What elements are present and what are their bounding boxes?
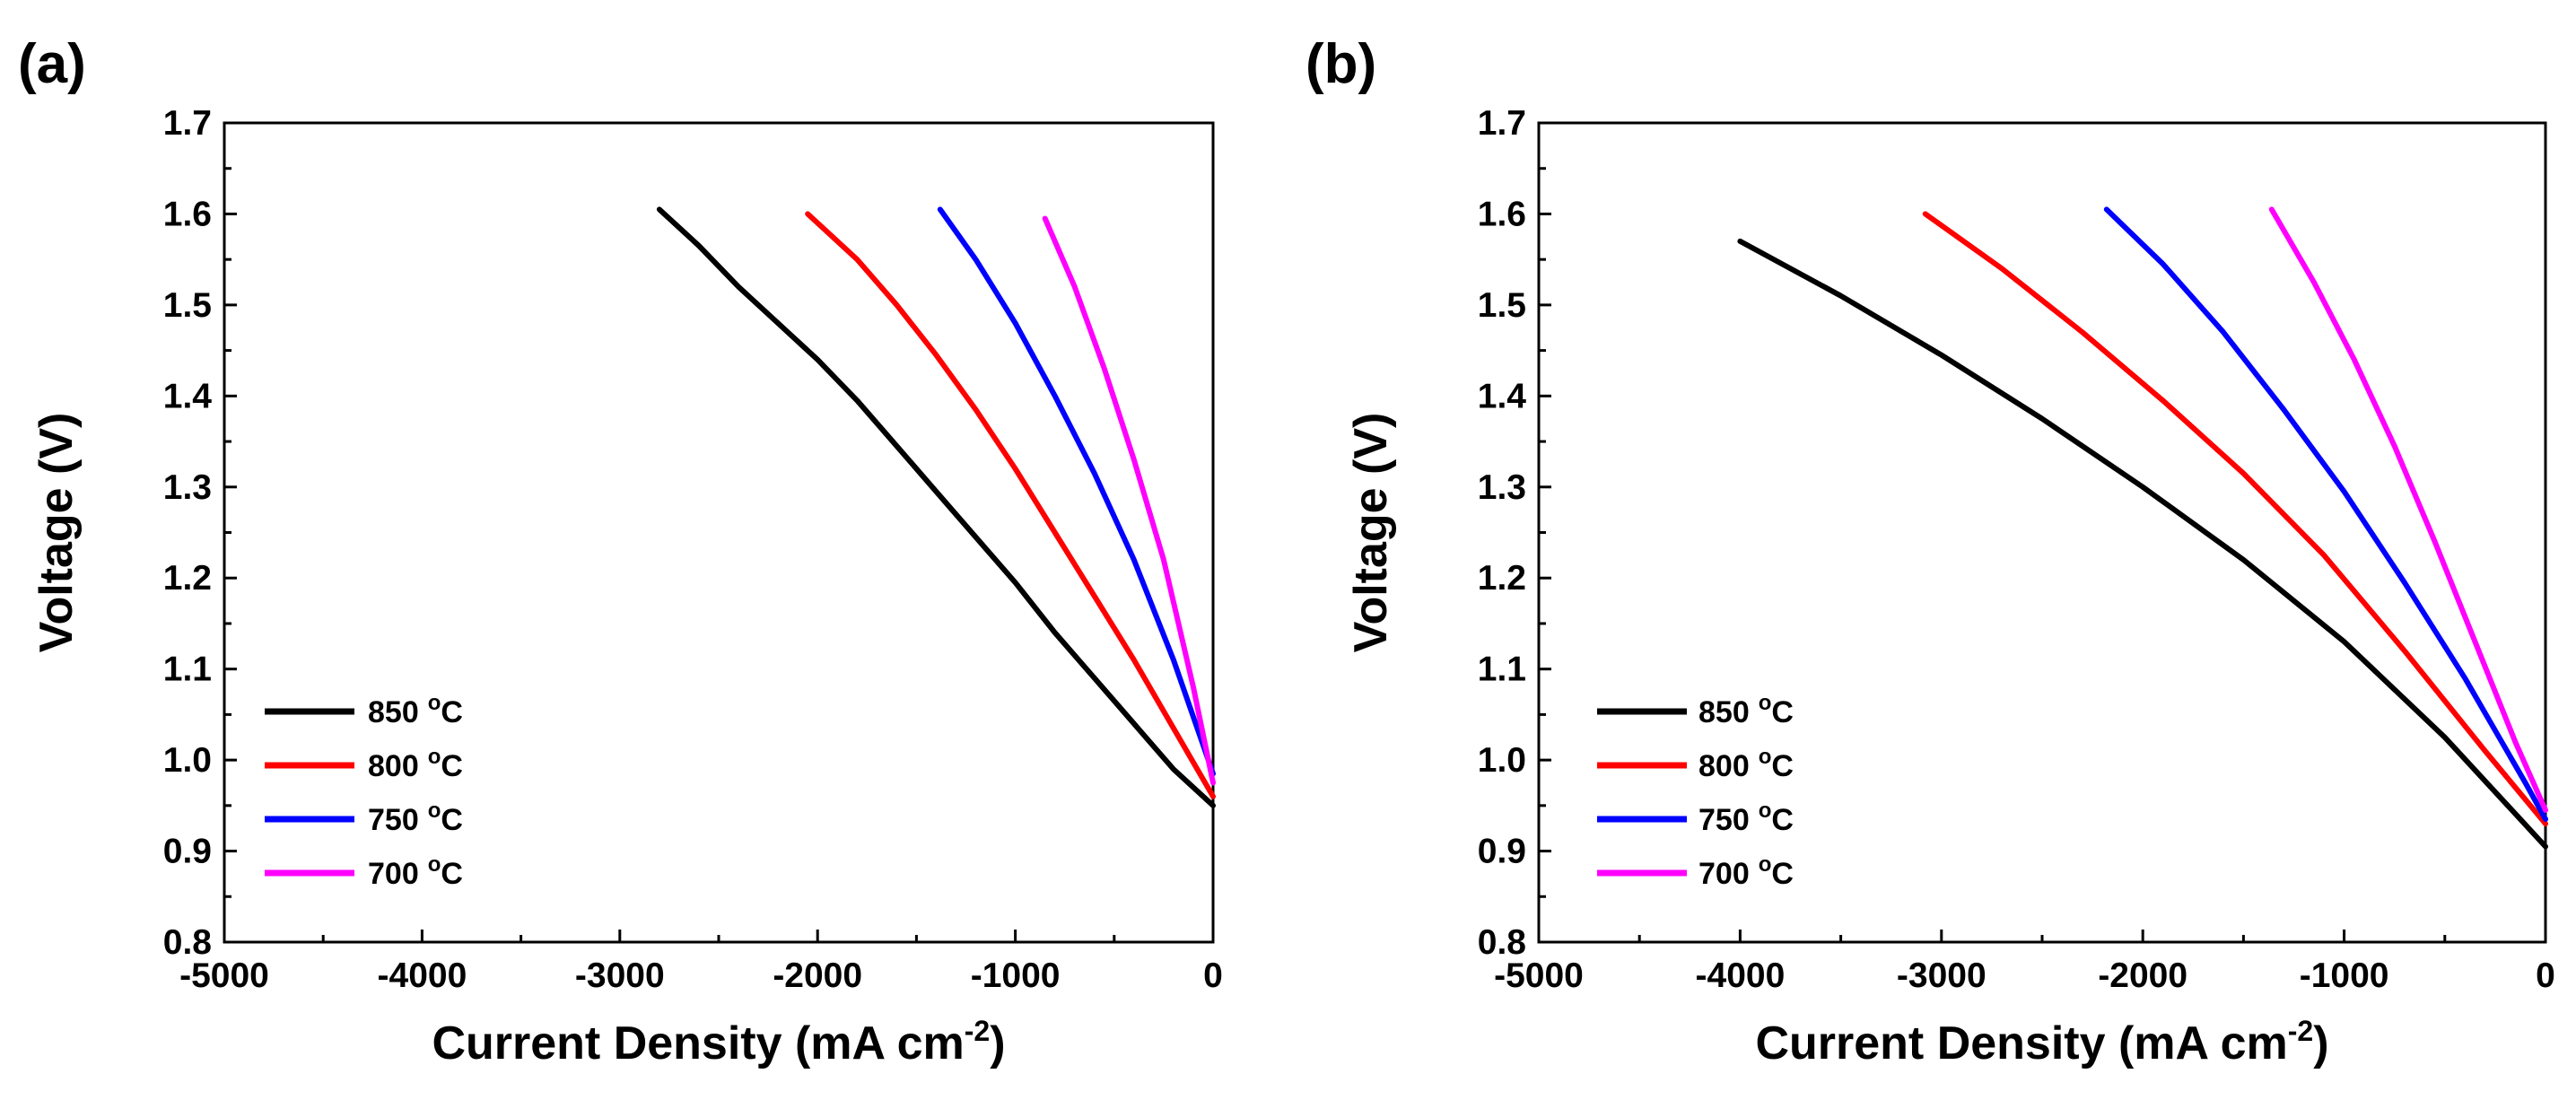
y-tick-label: 1.2 — [1478, 559, 1526, 598]
x-tick-label: -2000 — [2098, 956, 2187, 995]
legend-degree: o — [1759, 799, 1772, 823]
legend-temp: 850 — [1698, 695, 1750, 729]
legend-degree: o — [428, 799, 441, 823]
x-axis-title: Current Density (mA cm-2) — [1755, 1015, 2328, 1069]
x-tick-label: -4000 — [378, 956, 467, 995]
legend-unit: C — [441, 857, 463, 891]
legend-degree: o — [1759, 852, 1772, 877]
legend-temp: 750 — [368, 803, 419, 837]
y-tick-label: 0.9 — [1478, 833, 1526, 871]
series-line-700 — [2268, 206, 2548, 813]
legend-degree: o — [428, 852, 441, 877]
y-tick-label: 1.2 — [163, 559, 212, 598]
x-axis-title-close: ) — [990, 1017, 1005, 1069]
legend-label-850: 850 oC — [1698, 691, 1794, 729]
x-tick-label: -5000 — [1494, 956, 1584, 995]
legend-temp: 800 — [1698, 749, 1750, 783]
legend-label-800: 800 oC — [368, 745, 463, 783]
x-axis-title: Current Density (mA cm-2) — [432, 1015, 1005, 1069]
legend-temp: 700 — [368, 857, 419, 891]
y-tick-label: 1.5 — [163, 286, 212, 325]
series-line-850 — [1737, 238, 2548, 850]
x-tick-label: -2000 — [773, 956, 862, 995]
legend-unit: C — [1771, 695, 1794, 729]
x-tick-label: -5000 — [179, 956, 269, 995]
x-tick-label: -3000 — [575, 956, 665, 995]
panel-b: (b) -5000 -4000 -3000 -2000 -1000 0 0.8 0.9 1.0 1.… — [1305, 33, 2555, 1069]
y-tick-label: 1.4 — [163, 377, 213, 415]
legend-temp: 750 — [1698, 803, 1750, 837]
x-tick-label: 0 — [2536, 956, 2555, 995]
legend-label-750: 750 oC — [1698, 799, 1794, 837]
legend-temp: 850 — [368, 695, 419, 729]
y-tick-label: 1.1 — [163, 650, 212, 689]
y-tick-label: 0.8 — [1478, 923, 1526, 962]
series-line-700 — [1042, 215, 1216, 786]
series-line-800 — [805, 211, 1216, 799]
x-tick-label: 0 — [1203, 956, 1223, 995]
legend-degree: o — [428, 745, 441, 769]
y-tick-label: 1.0 — [163, 741, 212, 780]
legend-temp: 700 — [1698, 857, 1750, 891]
legend-unit: C — [441, 803, 463, 837]
series-line-750 — [2103, 206, 2548, 822]
legend-unit: C — [1771, 749, 1794, 783]
y-tick-label: 1.4 — [1478, 377, 1527, 415]
x-tick-label: -4000 — [1696, 956, 1786, 995]
panel-a: (a) -5000 -4000 -3000 -2000 -1000 0 0.8 0.9 1.0 1.… — [18, 33, 1223, 1069]
series-line-850 — [656, 206, 1216, 808]
panel-label: (b) — [1305, 33, 1376, 95]
legend-label-700: 700 oC — [368, 852, 463, 891]
x-axis-title-main: Current Density (mA cm — [432, 1017, 964, 1069]
legend-unit: C — [1771, 803, 1794, 837]
series-line-750 — [937, 206, 1216, 777]
y-tick-label: 1.6 — [1478, 195, 1526, 233]
y-tick-label: 1.7 — [163, 104, 212, 143]
legend-temp: 800 — [368, 749, 419, 783]
y-tick-label: 0.8 — [163, 923, 212, 962]
y-axis-title: Voltage (V) — [31, 413, 83, 653]
series-line-800 — [1922, 211, 2548, 827]
y-tick-label: 1.5 — [1478, 286, 1526, 325]
legend-degree: o — [428, 691, 441, 715]
x-tick-label: -3000 — [1897, 956, 1987, 995]
x-tick-label: -1000 — [971, 956, 1061, 995]
legend-label-800: 800 oC — [1698, 745, 1794, 783]
legend-unit: C — [441, 749, 463, 783]
legend-unit: C — [1771, 857, 1794, 891]
y-axis-title: Voltage (V) — [1345, 413, 1397, 653]
legend-unit: C — [441, 695, 463, 729]
legend-label-850: 850 oC — [368, 691, 463, 729]
y-tick-label: 1.1 — [1478, 650, 1526, 689]
legend-degree: o — [1759, 745, 1772, 769]
legend-degree: o — [1759, 691, 1772, 715]
x-tick-label: -1000 — [2300, 956, 2389, 995]
panel-label: (a) — [18, 33, 86, 95]
plot-frame — [1537, 121, 2547, 944]
x-axis-title-sup: -2 — [2288, 1015, 2313, 1047]
y-tick-label: 1.0 — [1478, 741, 1526, 780]
y-tick-label: 1.3 — [1478, 468, 1526, 507]
y-tick-label: 1.7 — [1478, 104, 1526, 143]
legend-label-750: 750 oC — [368, 799, 463, 837]
y-tick-label: 0.9 — [163, 833, 212, 871]
legend-label-700: 700 oC — [1698, 852, 1794, 891]
x-axis-title-main: Current Density (mA cm — [1755, 1017, 2287, 1069]
x-axis-title-close: ) — [2313, 1017, 2328, 1069]
x-axis-title-sup: -2 — [965, 1015, 990, 1047]
y-tick-label: 1.6 — [163, 195, 212, 233]
y-tick-label: 1.3 — [163, 468, 212, 507]
